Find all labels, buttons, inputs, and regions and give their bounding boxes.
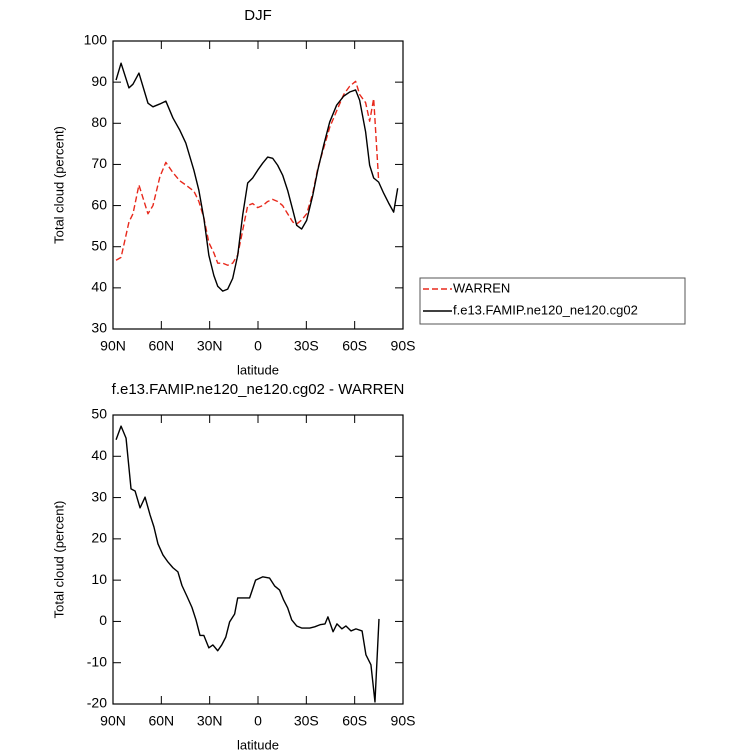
x-axis-label: latitude bbox=[237, 362, 279, 377]
y-tick-label: 50 bbox=[91, 237, 107, 253]
x-tick-label: 90N bbox=[100, 713, 126, 729]
plot-frame bbox=[112, 414, 404, 705]
y-axis-label: Total cloud (percent) bbox=[51, 126, 66, 244]
y-tick-label: 30 bbox=[91, 488, 107, 504]
legend-label: WARREN bbox=[453, 280, 510, 295]
y-tick-label: 70 bbox=[91, 155, 107, 171]
legend-label: f.e13.FAMIP.ne120_ne120.cg02 bbox=[453, 302, 638, 317]
x-tick-label: 60S bbox=[342, 338, 367, 354]
x-tick-label: 60N bbox=[148, 713, 174, 729]
y-tick-label: -20 bbox=[87, 695, 107, 711]
y-tick-label: 50 bbox=[91, 406, 107, 422]
y-tick-label: 30 bbox=[91, 320, 107, 336]
legend-box bbox=[419, 277, 686, 325]
y-tick-label: 20 bbox=[91, 530, 107, 546]
x-tick-label: 0 bbox=[254, 338, 262, 354]
y-tick-label: 0 bbox=[99, 612, 107, 628]
y-tick-label: 80 bbox=[91, 114, 107, 130]
x-tick-label: 30S bbox=[294, 338, 319, 354]
chart-title: DJF bbox=[244, 7, 272, 24]
y-tick-label: 90 bbox=[91, 73, 107, 89]
x-tick-label: 30N bbox=[197, 338, 223, 354]
y-axis-label: Total cloud (percent) bbox=[51, 501, 66, 619]
x-tick-label: 60N bbox=[148, 338, 174, 354]
chart-title: f.e13.FAMIP.ne120_ne120.cg02 - WARREN bbox=[112, 381, 405, 398]
x-tick-label: 30N bbox=[197, 713, 223, 729]
x-axis-label: latitude bbox=[237, 737, 279, 752]
data-line bbox=[115, 80, 380, 266]
y-tick-label: 40 bbox=[91, 447, 107, 463]
y-tick-label: -10 bbox=[87, 653, 107, 669]
x-tick-label: 0 bbox=[254, 713, 262, 729]
x-tick-label: 60S bbox=[342, 713, 367, 729]
y-tick-label: 100 bbox=[84, 32, 108, 48]
x-tick-label: 90S bbox=[391, 713, 416, 729]
x-tick-label: 90N bbox=[100, 338, 126, 354]
x-tick-label: 90S bbox=[391, 338, 416, 354]
data-line bbox=[115, 62, 399, 292]
data-line bbox=[115, 425, 380, 703]
x-tick-label: 30S bbox=[294, 713, 319, 729]
y-tick-label: 40 bbox=[91, 279, 107, 295]
y-tick-label: 60 bbox=[91, 196, 107, 212]
y-tick-label: 10 bbox=[91, 571, 107, 587]
plot-frame bbox=[112, 40, 404, 330]
